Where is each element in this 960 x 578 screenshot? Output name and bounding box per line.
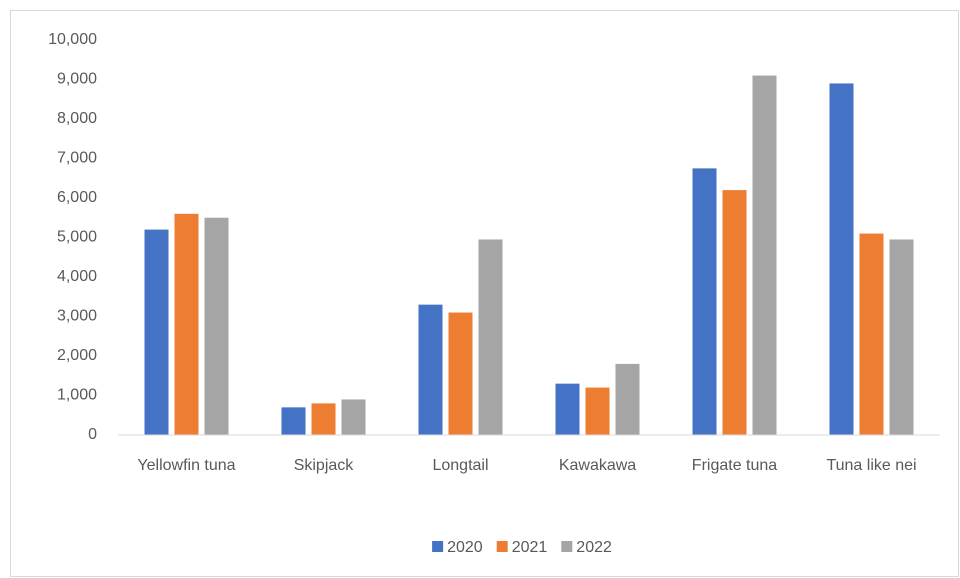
y-tick-label: 1,000 <box>57 387 97 404</box>
x-tick-label: Kawakawa <box>559 457 636 474</box>
x-tick-label: Skipjack <box>294 457 355 474</box>
y-tick-label: 6,000 <box>57 189 97 206</box>
bar <box>204 217 229 435</box>
x-tick-label: Yellowfin tuna <box>137 457 235 474</box>
y-tick-label: 0 <box>88 426 97 443</box>
bar <box>555 383 580 435</box>
bar <box>615 363 640 435</box>
bar <box>859 233 884 435</box>
y-tick-label: 4,000 <box>57 268 97 285</box>
bar <box>889 239 914 435</box>
legend-swatch <box>432 541 444 552</box>
legend-label: 2020 <box>447 539 483 556</box>
bar <box>311 403 336 435</box>
bar <box>448 312 473 435</box>
x-tick-label: Frigate tuna <box>692 457 777 474</box>
bar <box>829 83 854 435</box>
x-tick-label: Longtail <box>432 457 488 474</box>
legend-swatch <box>496 541 508 552</box>
bar <box>478 239 503 435</box>
bar <box>144 229 169 435</box>
y-tick-label: 2,000 <box>57 347 97 364</box>
y-tick-label: 9,000 <box>57 71 97 88</box>
x-tick-label: Tuna like nei <box>826 457 916 474</box>
bar <box>752 75 777 436</box>
bar <box>418 304 443 435</box>
bar <box>585 387 610 435</box>
bar <box>281 407 306 435</box>
y-tick-label: 8,000 <box>57 110 97 127</box>
y-tick-label: 5,000 <box>57 229 97 246</box>
y-tick-label: 3,000 <box>57 308 97 325</box>
bar <box>692 168 717 435</box>
y-tick-label: 10,000 <box>48 31 97 48</box>
bar <box>174 213 199 435</box>
legend-swatch <box>561 541 573 552</box>
legend-label: 2022 <box>576 539 612 556</box>
legend-label: 2021 <box>512 539 548 556</box>
y-tick-label: 7,000 <box>57 150 97 167</box>
bar <box>722 190 747 435</box>
bar <box>341 399 366 435</box>
